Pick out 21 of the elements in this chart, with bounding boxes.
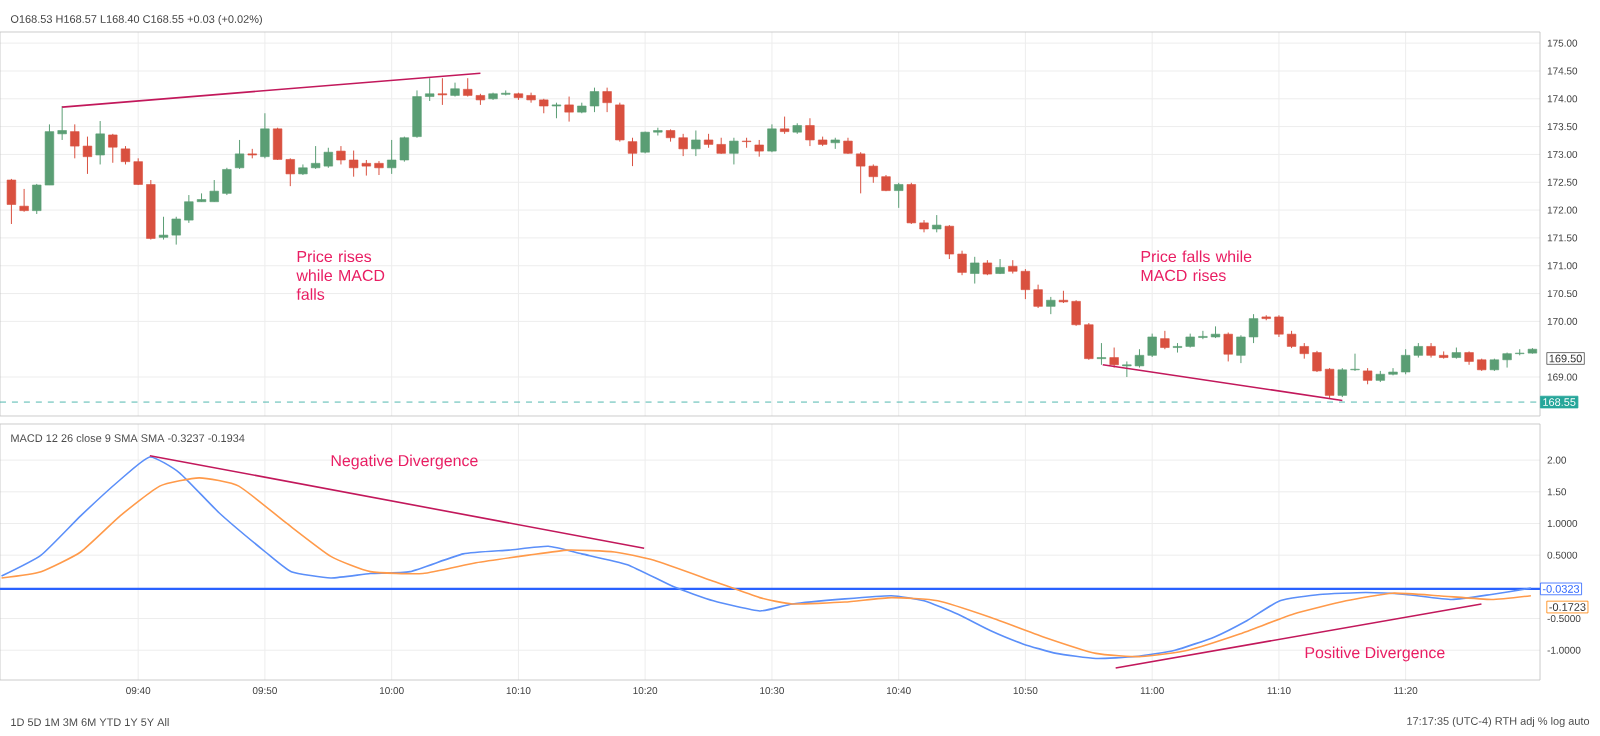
candlestick bbox=[995, 258, 1005, 275]
candlestick bbox=[260, 112, 270, 159]
candlestick bbox=[1096, 342, 1107, 366]
candlestick bbox=[729, 137, 739, 165]
candlestick bbox=[95, 120, 105, 165]
candlestick bbox=[1223, 332, 1233, 362]
candlestick bbox=[615, 102, 625, 143]
candlestick bbox=[894, 182, 904, 209]
candlestick bbox=[602, 87, 612, 113]
candlestick bbox=[108, 133, 118, 164]
candlestick bbox=[627, 137, 638, 167]
candlestick bbox=[6, 178, 17, 225]
candlestick bbox=[970, 256, 980, 285]
candlestick bbox=[564, 96, 574, 123]
candlestick bbox=[767, 123, 777, 153]
candlestick bbox=[19, 188, 29, 213]
candlestick bbox=[1160, 330, 1170, 350]
candlestick bbox=[691, 130, 701, 157]
candlestick bbox=[234, 139, 245, 170]
candlestick bbox=[437, 77, 448, 106]
candlestick bbox=[1109, 347, 1119, 369]
